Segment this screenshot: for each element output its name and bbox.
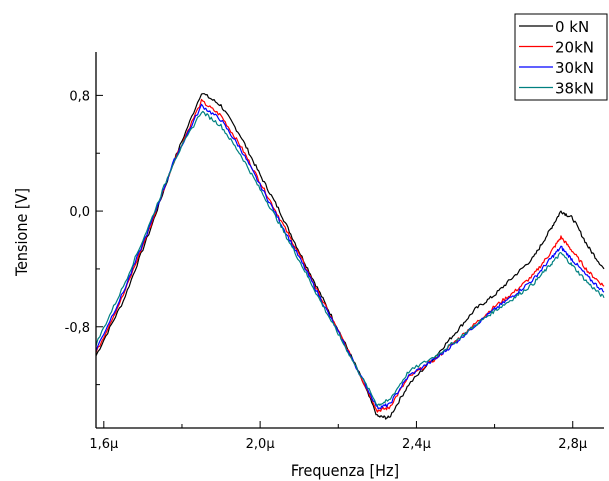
legend-label-1: 20kN xyxy=(555,39,594,57)
legend-label-3: 38kN xyxy=(555,80,594,98)
series-line-2 xyxy=(95,103,605,410)
y-axis-title: Tensione [V] xyxy=(12,188,31,277)
x-tick-label-3: 2,8μ xyxy=(558,437,587,452)
legend-label-2: 30kN xyxy=(555,59,594,77)
x-tick-label-1: 2,0μ xyxy=(246,437,275,452)
series-line-0 xyxy=(95,93,605,420)
series-line-3 xyxy=(95,110,605,407)
y-tick-label-1: 0,0 xyxy=(69,205,90,220)
x-axis-title: Frequenza [Hz] xyxy=(291,461,399,480)
y-tick-label-2: -0,8 xyxy=(65,321,90,336)
legend-label-0: 0 kN xyxy=(555,18,589,36)
x-tick-label-0: 1,6μ xyxy=(89,437,118,452)
series-layer xyxy=(95,93,605,420)
series-line-1 xyxy=(95,98,605,413)
x-tick-label-2: 2,4μ xyxy=(402,437,431,452)
legend-box xyxy=(514,13,608,101)
y-tick-label-0: 0,8 xyxy=(69,89,90,104)
axes-layer: 1,6μ 2,0μ 2,4μ 2,8μ 0,8 0,0 -0,8 xyxy=(65,52,604,452)
legend: 0 kN 20kN 30kN 38kN xyxy=(514,13,608,101)
